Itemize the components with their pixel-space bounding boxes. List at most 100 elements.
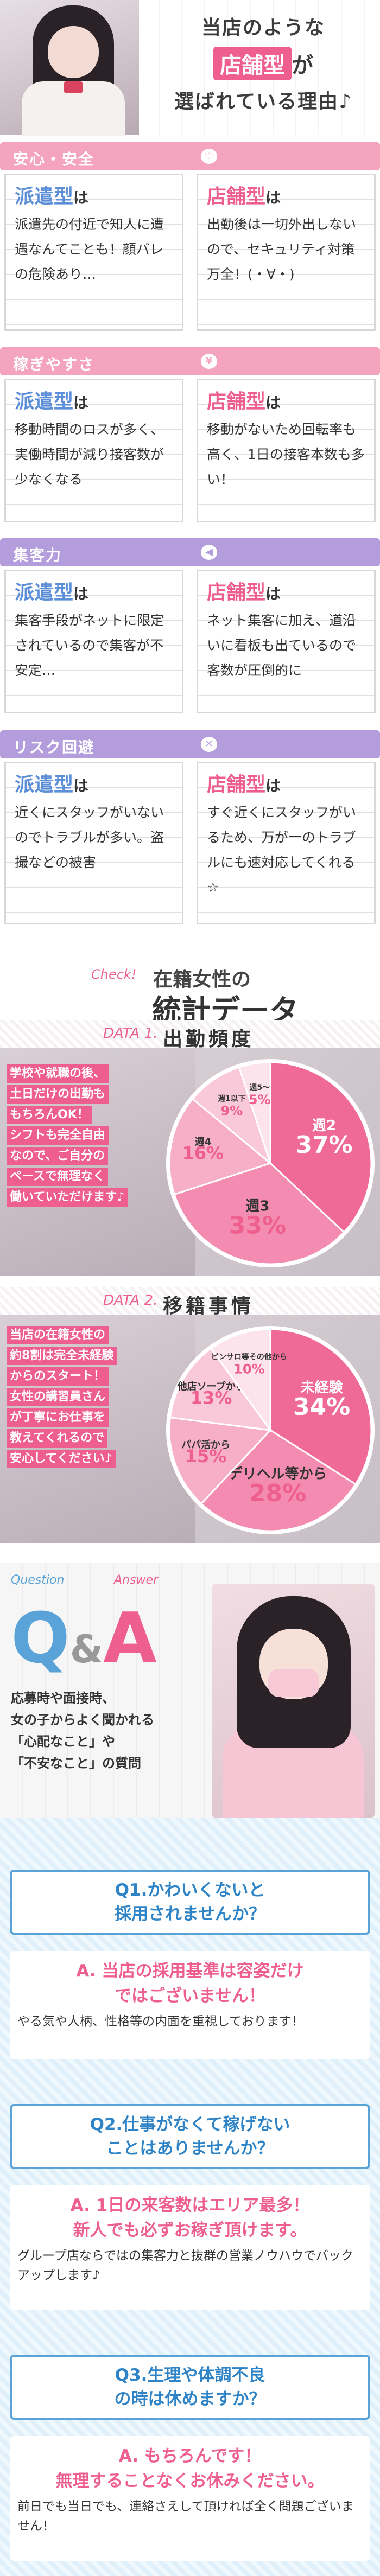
question-line: Q1.かわいくないと — [115, 1880, 265, 1900]
dispatch-card: 派遣型は 派遣先の付近で知人に遭遇なんてことも！顔バレの危険あり… — [4, 174, 183, 331]
question-line: の時は休めますか？ — [114, 2389, 266, 2409]
card-text: 移動がないため回転率も高く、1日の接客本数も多い！ — [207, 422, 365, 487]
answer-body: グループ店ならではの集客力と抜群の営業ノウハウでバックアップします♪ — [17, 2249, 353, 2282]
pie-value-label: 33% — [229, 1212, 286, 1239]
stats-heading: Check! 在籍女性の 統計データ — [0, 956, 380, 1028]
hero-line1: 当店のような — [201, 17, 325, 39]
pie-value-label: 13% — [191, 1388, 232, 1408]
shield-icon: ✕ — [201, 737, 217, 752]
data2-panel: 当店の在籍女性の 約8割は完全未経験 からのスタート！ 女性の講習員さん が丁寧… — [0, 1315, 380, 1543]
message-line: が丁寧にお仕事を — [7, 1408, 109, 1427]
pie-category-label: デリヘル等から — [229, 1465, 327, 1482]
card-text: 移動時間のロスが多く、実働時間が減り接客数が少なくなる — [15, 422, 164, 487]
answer-heading-line: A. 1日の来客数はエリア最多！ — [70, 2196, 310, 2215]
card-type: 店舗型 — [207, 774, 266, 796]
answer-heading-line: A. もちろんです！ — [118, 2446, 262, 2466]
qa-q-letter: Q — [11, 1598, 70, 1679]
pie-value-label: 16% — [182, 1143, 224, 1163]
question-box-3: Q3.生理や体調不良 の時は休めますか？ — [10, 2355, 370, 2420]
answer-heading-line: 新人でも必ずお稼ぎ頂けます。 — [73, 2221, 307, 2240]
intro-line: 「心配なこと」や — [11, 1734, 115, 1749]
data1-section: DATA 1. 出勤頻度 学校や就職の後、 土日だけの出勤も もちろんOK！ シ… — [0, 1020, 380, 1276]
stats-title-small: 在籍女性の — [153, 968, 251, 991]
section-safety: 安心・安全 ♡ 派遣型は 派遣先の付近で知人に遭遇なんてことも！顔バレの危険あり… — [0, 142, 380, 337]
question-box-2: Q2.仕事がなくて稼げない ことはありませんか？ — [10, 2104, 370, 2169]
answer-heading-line: A. 当店の採用基準は容姿だけ — [76, 1961, 304, 1981]
question-word: Question — [11, 1573, 65, 1587]
megaphone-icon: ◀ — [201, 545, 217, 560]
section-label: 集客力 — [13, 546, 62, 564]
section-header: リスク回避 ✕ — [0, 730, 380, 758]
data1-band: DATA 1. 出勤頻度 — [0, 1020, 380, 1050]
data1-message: 学校や就職の後、 土日だけの出勤も もちろんOK！ シフトも完全自由 なので、ご… — [7, 1064, 142, 1209]
pie-value-label: 34% — [293, 1393, 350, 1421]
store-card: 店舗型は ネット集客に加え、道沿いに看板も出ているので客数が圧倒的に — [197, 570, 376, 713]
card-suffix: は — [265, 585, 281, 603]
pie-slice-3 — [168, 1417, 273, 1505]
data2-band: DATA 2. 移籍事情 — [0, 1287, 380, 1317]
qa-intro: 応募時や面接時、 女の子からよく聞かれる 「心配なこと」や 「不安なこと」の質問 — [11, 1687, 206, 1774]
message-line: 学校や就職の後、 — [7, 1064, 109, 1083]
section-customers: 集客力 ◀ 派遣型は 集客手段がネットに限定されているので集客が不安定… 店舗型… — [0, 538, 380, 717]
qa-hero: Question Answer Q&A 応募時や面接時、 女の子からよく聞かれる… — [0, 1563, 380, 1818]
pie-category-label: 週4 — [194, 1136, 211, 1147]
card-text: ネット集客に加え、道沿いに看板も出ているので客数が圧倒的に — [207, 613, 357, 678]
message-line: ペースで無理なく — [7, 1168, 108, 1186]
message-line: もちろんOK！ — [7, 1106, 92, 1124]
hero-banner: 当店のような 店舗型が 選ばれている理由♪ — [0, 0, 380, 136]
card-suffix: は — [73, 585, 89, 603]
question-line: Q3.生理や体調不良 — [115, 2365, 265, 2385]
pie-category-label: パパ活から — [181, 1439, 230, 1451]
card-type: 派遣型 — [15, 186, 74, 208]
qa-a-letter: A — [103, 1598, 157, 1679]
intro-line: 女の子からよく聞かれる — [11, 1712, 154, 1727]
pie-category-label: 週1以下 — [218, 1094, 246, 1103]
yen-icon: ¥ — [201, 354, 217, 369]
store-card: 店舗型は 出勤後は一切外出しないので、セキュリティ対策万全！(・∀・) — [197, 174, 376, 331]
pie-slice-5 — [210, 1328, 271, 1433]
message-line: 当店の在籍女性の — [7, 1326, 109, 1344]
message-line: からのスタート！ — [7, 1367, 109, 1386]
qa-list: Q1.かわいくないと 採用されませんか？ A. 当店の採用基準は容姿だけ ではござ… — [0, 1818, 380, 2576]
card-suffix: は — [265, 777, 281, 795]
answer-heading-line: 無理することなくお休みください。 — [55, 2471, 325, 2491]
question-line: Q2.仕事がなくて稼げない — [90, 2115, 290, 2134]
data2-number: DATA 2. — [103, 1292, 158, 1309]
pie-slice-1 — [269, 1061, 372, 1234]
answer-heading-line: ではございません！ — [114, 1986, 266, 2006]
data1-title: 出勤頻度 — [163, 1028, 255, 1050]
section-header: 稼ぎやすさ ¥ — [0, 347, 380, 375]
card-suffix: は — [73, 777, 89, 795]
message-line: 安心してください♪ — [7, 1450, 116, 1468]
section-label: 安心・安全 — [13, 150, 95, 168]
hero-title: 当店のような 店舗型が 選ばれている理由♪ — [152, 12, 375, 114]
data2-title: 移籍事情 — [163, 1295, 255, 1317]
pie-value-label: 37% — [295, 1131, 352, 1159]
message-line: シフトも完全自由 — [7, 1126, 109, 1145]
qa-photo — [212, 1584, 375, 1818]
message-line: 女性の講習員さん — [7, 1388, 109, 1406]
pie-slice-2 — [173, 1162, 345, 1265]
dispatch-card: 派遣型は 移動時間のロスが多く、実働時間が減り接客数が少なくなる — [4, 379, 183, 522]
dispatch-card: 派遣型は 近くにスタッフがいないのでトラブルが多い。盗撮などの被害 — [4, 762, 183, 924]
pie-slice-2 — [200, 1429, 357, 1532]
hero-photo — [0, 0, 141, 136]
answer-box-2: A. 1日の来客数はエリア最多！ 新人でも必ずお稼ぎ頂けます。 グループ店ならでは… — [10, 2185, 370, 2310]
pie-slice-5 — [238, 1061, 271, 1164]
question-box-1: Q1.かわいくないと 採用されませんか？ — [10, 1870, 370, 1935]
section-label: 稼ぎやすさ — [13, 355, 95, 373]
section-header: 安心・安全 ♡ — [0, 142, 380, 170]
section-label: リスク回避 — [13, 738, 95, 756]
answer-body: 前日でも当日でも、連絡さえして頂ければ全く問題ございません！ — [17, 2500, 354, 2533]
check-label: Check! — [91, 967, 137, 982]
message-line: 教えてくれるので — [7, 1429, 108, 1448]
section-header: 集客力 ◀ — [0, 538, 380, 566]
answer-box-1: A. 当店の採用基準は容姿だけ ではございません！ やる気や人柄、性格等の内面を重… — [10, 1951, 370, 2059]
dispatch-card: 派遣型は 集客手段がネットに限定されているので集客が不安定… — [4, 570, 183, 713]
section-risk: リスク回避 ✕ 派遣型は 近くにスタッフがいないのでトラブルが多い。盗撮などの被… — [0, 730, 380, 936]
card-suffix: は — [73, 189, 89, 207]
store-card: 店舗型は 移動がないため回転率も高く、1日の接客本数も多い！ — [197, 379, 376, 522]
